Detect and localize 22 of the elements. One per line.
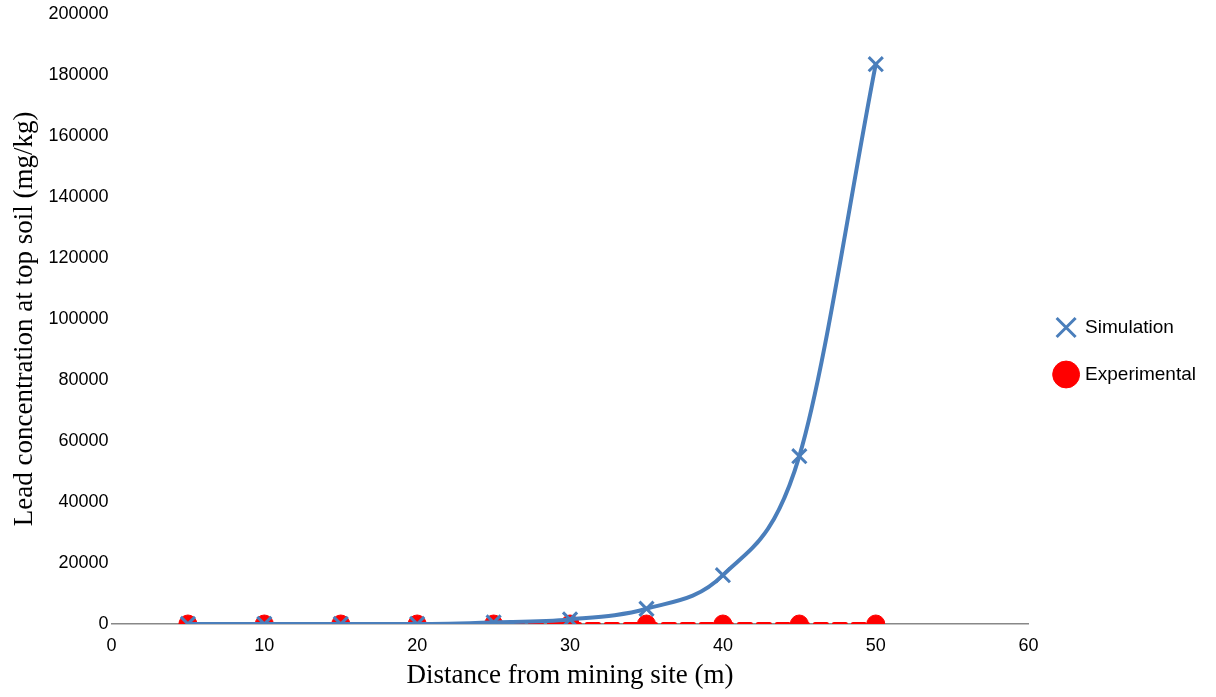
y-tick-label: 0 (98, 612, 109, 633)
x-tick-label: 10 (254, 634, 275, 655)
legend-label: Simulation (1085, 315, 1174, 337)
y-tick-label: 80000 (58, 368, 109, 389)
y-tick-label: 60000 (58, 429, 109, 450)
y-tick-label: 140000 (48, 185, 109, 206)
y-tick-label: 200000 (48, 2, 109, 23)
x-axis-title: Distance from mining site (m) (406, 658, 734, 689)
legend-label: Experimental (1085, 362, 1197, 384)
x-tick-label: 60 (1018, 634, 1039, 655)
x-tick-label: 20 (407, 634, 428, 655)
y-tick-label: 180000 (48, 63, 109, 84)
y-tick-label: 120000 (48, 246, 109, 267)
x-tick-label: 50 (865, 634, 886, 655)
x-tick-label: 30 (560, 634, 581, 655)
y-tick-label: 20000 (58, 551, 109, 572)
y-axis-title: Lead concentration at top soil (mg/kg) (8, 111, 39, 527)
y-tick-label: 160000 (48, 124, 109, 145)
y-tick-label: 100000 (48, 307, 109, 328)
x-tick-label: 40 (712, 634, 733, 655)
y-tick-label: 40000 (58, 490, 109, 511)
point (867, 55, 885, 73)
